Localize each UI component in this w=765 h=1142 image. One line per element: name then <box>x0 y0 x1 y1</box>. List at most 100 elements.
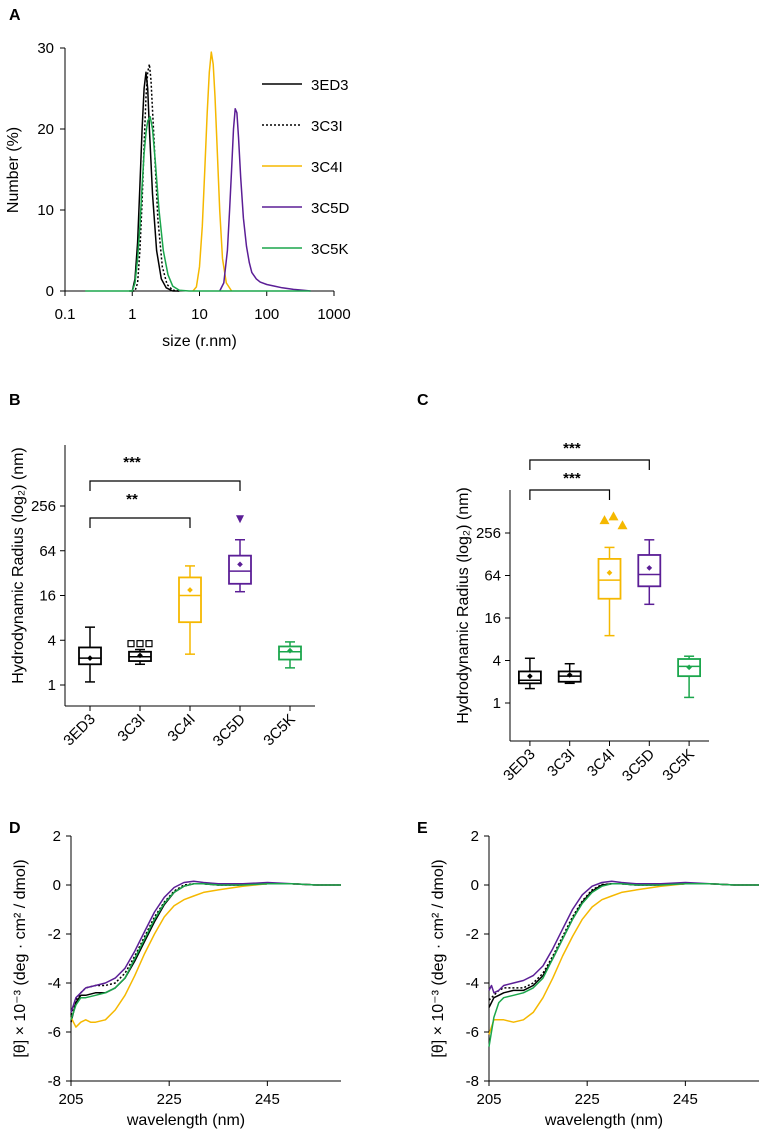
x-tick-label-c: 3ED3 <box>500 746 539 785</box>
series-line-d-3c5k <box>70 883 341 1021</box>
outlier-3c4i <box>599 515 610 525</box>
y-tick-label-c: 16 <box>484 610 501 627</box>
y-tick-label-a: 10 <box>37 202 54 219</box>
mean-marker-3c5k <box>287 647 293 654</box>
x-tick-label-a: 1 <box>128 306 136 323</box>
outlier-3c5d <box>236 515 244 524</box>
x-tick-label-e: 225 <box>575 1091 600 1108</box>
box-3c4i <box>597 557 622 600</box>
series-line-e-3c4i <box>488 883 759 1035</box>
y-tick-label-a: 0 <box>46 283 54 300</box>
y-axis-label-d: [θ] × 10⁻³ (deg · cm² / dmol) <box>12 859 29 1057</box>
y-tick-label-d: -6 <box>48 1024 61 1041</box>
legend-label-3c5d: 3C5D <box>311 200 350 217</box>
mean-marker-3c5k <box>686 664 692 671</box>
y-tick-label-c: 64 <box>484 568 501 585</box>
mean-marker-3c3i <box>566 672 573 678</box>
panel-label-a: A <box>9 7 21 24</box>
x-tick-label-a: 0.1 <box>55 306 76 323</box>
x-tick-label-b: 3C5D <box>210 711 249 750</box>
box-3c5k <box>677 658 701 678</box>
x-tick-label-d: 225 <box>157 1091 182 1108</box>
mean-marker-3ed3 <box>527 673 533 679</box>
outlier-3c3i <box>136 640 144 648</box>
outlier-3c3i <box>145 640 153 648</box>
x-tick-label-b: 3C3I <box>114 711 148 745</box>
y-tick-label-c: 1 <box>493 695 501 712</box>
panel-label-b: B <box>9 392 21 409</box>
legend-label-3ed3: 3ED3 <box>311 77 349 94</box>
x-axis-label-d: wavelength (nm) <box>126 1112 245 1129</box>
y-tick-label-e: -6 <box>466 1024 479 1041</box>
x-tick-label-b: 3C4I <box>164 711 198 745</box>
box-3ed3 <box>518 670 542 685</box>
significance-label-b: *** <box>123 454 141 471</box>
y-tick-label-e: 2 <box>471 828 479 845</box>
series-line-d-3c4i <box>70 883 341 1028</box>
legend-label-3c5k: 3C5K <box>311 241 349 258</box>
box-3c5d <box>637 554 662 588</box>
mean-marker-3ed3 <box>87 655 93 661</box>
box-3c5k <box>278 645 302 661</box>
y-tick-label-d: -4 <box>48 975 61 992</box>
outlier-3c4i <box>617 520 628 530</box>
significance-label-c: *** <box>563 470 581 487</box>
mean-marker-3c5d <box>646 565 653 571</box>
x-tick-label-a: 100 <box>254 306 279 323</box>
mean-marker-3c3i <box>137 652 143 659</box>
mean-marker-3c4i <box>606 569 613 576</box>
y-tick-label-b: 4 <box>48 632 56 649</box>
x-tick-label-e: 205 <box>476 1091 501 1108</box>
y-axis-label-b: Hydrodynamic Radius (log₂) (nm) <box>10 447 27 684</box>
x-axis-label-e: wavelength (nm) <box>544 1112 663 1129</box>
outlier-3c4i <box>608 511 619 521</box>
mean-marker-3c4i <box>187 587 193 593</box>
x-axis-label-a: size (r.nm) <box>162 333 237 350</box>
series-line-e-3c5k <box>488 883 759 1047</box>
y-tick-label-b: 64 <box>39 543 56 560</box>
series-line-e-3c3i <box>488 883 759 1001</box>
y-axis-label-e: [θ] × 10⁻³ (deg · cm² / dmol) <box>430 859 447 1057</box>
series-line-3ed3 <box>129 71 180 292</box>
significance-label-c: *** <box>563 440 581 457</box>
x-tick-label-a: 10 <box>191 306 208 323</box>
series-line-3c5k <box>85 116 311 292</box>
y-tick-label-c: 256 <box>476 525 501 542</box>
x-tick-label-c: 3C5D <box>619 746 658 785</box>
x-tick-label-d: 245 <box>255 1091 280 1108</box>
y-tick-label-b: 1 <box>48 677 56 694</box>
significance-bracket-c <box>529 489 611 500</box>
legend-label-3c3i: 3C3I <box>311 118 343 135</box>
legend-label-3c4i: 3C4I <box>311 159 343 176</box>
series-line-d-3c3i <box>70 883 341 1016</box>
x-tick-label-b: 3ED3 <box>60 711 99 750</box>
series-line-3c5d <box>219 108 311 292</box>
significance-bracket-c <box>529 459 650 470</box>
y-tick-label-b: 16 <box>39 588 56 605</box>
y-axis-label-a: Number (%) <box>5 127 22 213</box>
mean-marker-3c5d <box>237 561 243 568</box>
y-tick-label-d: -2 <box>48 926 61 943</box>
y-tick-label-d: -8 <box>48 1073 61 1090</box>
panel-label-c: C <box>417 392 429 409</box>
y-tick-label-a: 20 <box>37 121 54 138</box>
x-tick-label-a: 1000 <box>317 306 350 323</box>
significance-bracket-b <box>89 480 241 491</box>
y-tick-label-e: 0 <box>471 877 479 894</box>
panel-label-e: E <box>417 820 428 837</box>
x-tick-label-b: 3C5K <box>260 711 299 750</box>
significance-label-b: ** <box>126 491 138 508</box>
series-line-d-3ed3 <box>70 883 341 1023</box>
series-line-3c4i <box>192 51 233 292</box>
y-tick-label-b: 256 <box>31 498 56 515</box>
outlier-3c3i <box>127 640 135 648</box>
y-tick-label-d: 0 <box>53 877 61 894</box>
significance-bracket-b <box>89 517 191 528</box>
x-tick-label-d: 205 <box>58 1091 83 1108</box>
series-line-d-3c5d <box>70 880 341 1013</box>
y-tick-label-c: 4 <box>493 653 501 670</box>
box-3c4i <box>178 576 202 624</box>
y-tick-label-e: -2 <box>466 926 479 943</box>
box-3ed3 <box>78 646 102 666</box>
